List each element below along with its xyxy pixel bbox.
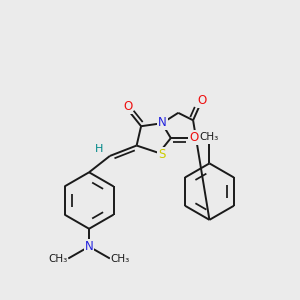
Text: O: O bbox=[189, 131, 199, 144]
Text: S: S bbox=[158, 148, 166, 161]
Text: H: H bbox=[95, 143, 104, 154]
Text: N: N bbox=[85, 240, 93, 253]
Text: CH₃: CH₃ bbox=[111, 254, 130, 264]
Text: CH₃: CH₃ bbox=[48, 254, 68, 264]
Text: N: N bbox=[158, 116, 167, 129]
Text: CH₃: CH₃ bbox=[200, 132, 219, 142]
Text: O: O bbox=[123, 100, 132, 113]
Text: O: O bbox=[197, 94, 207, 107]
